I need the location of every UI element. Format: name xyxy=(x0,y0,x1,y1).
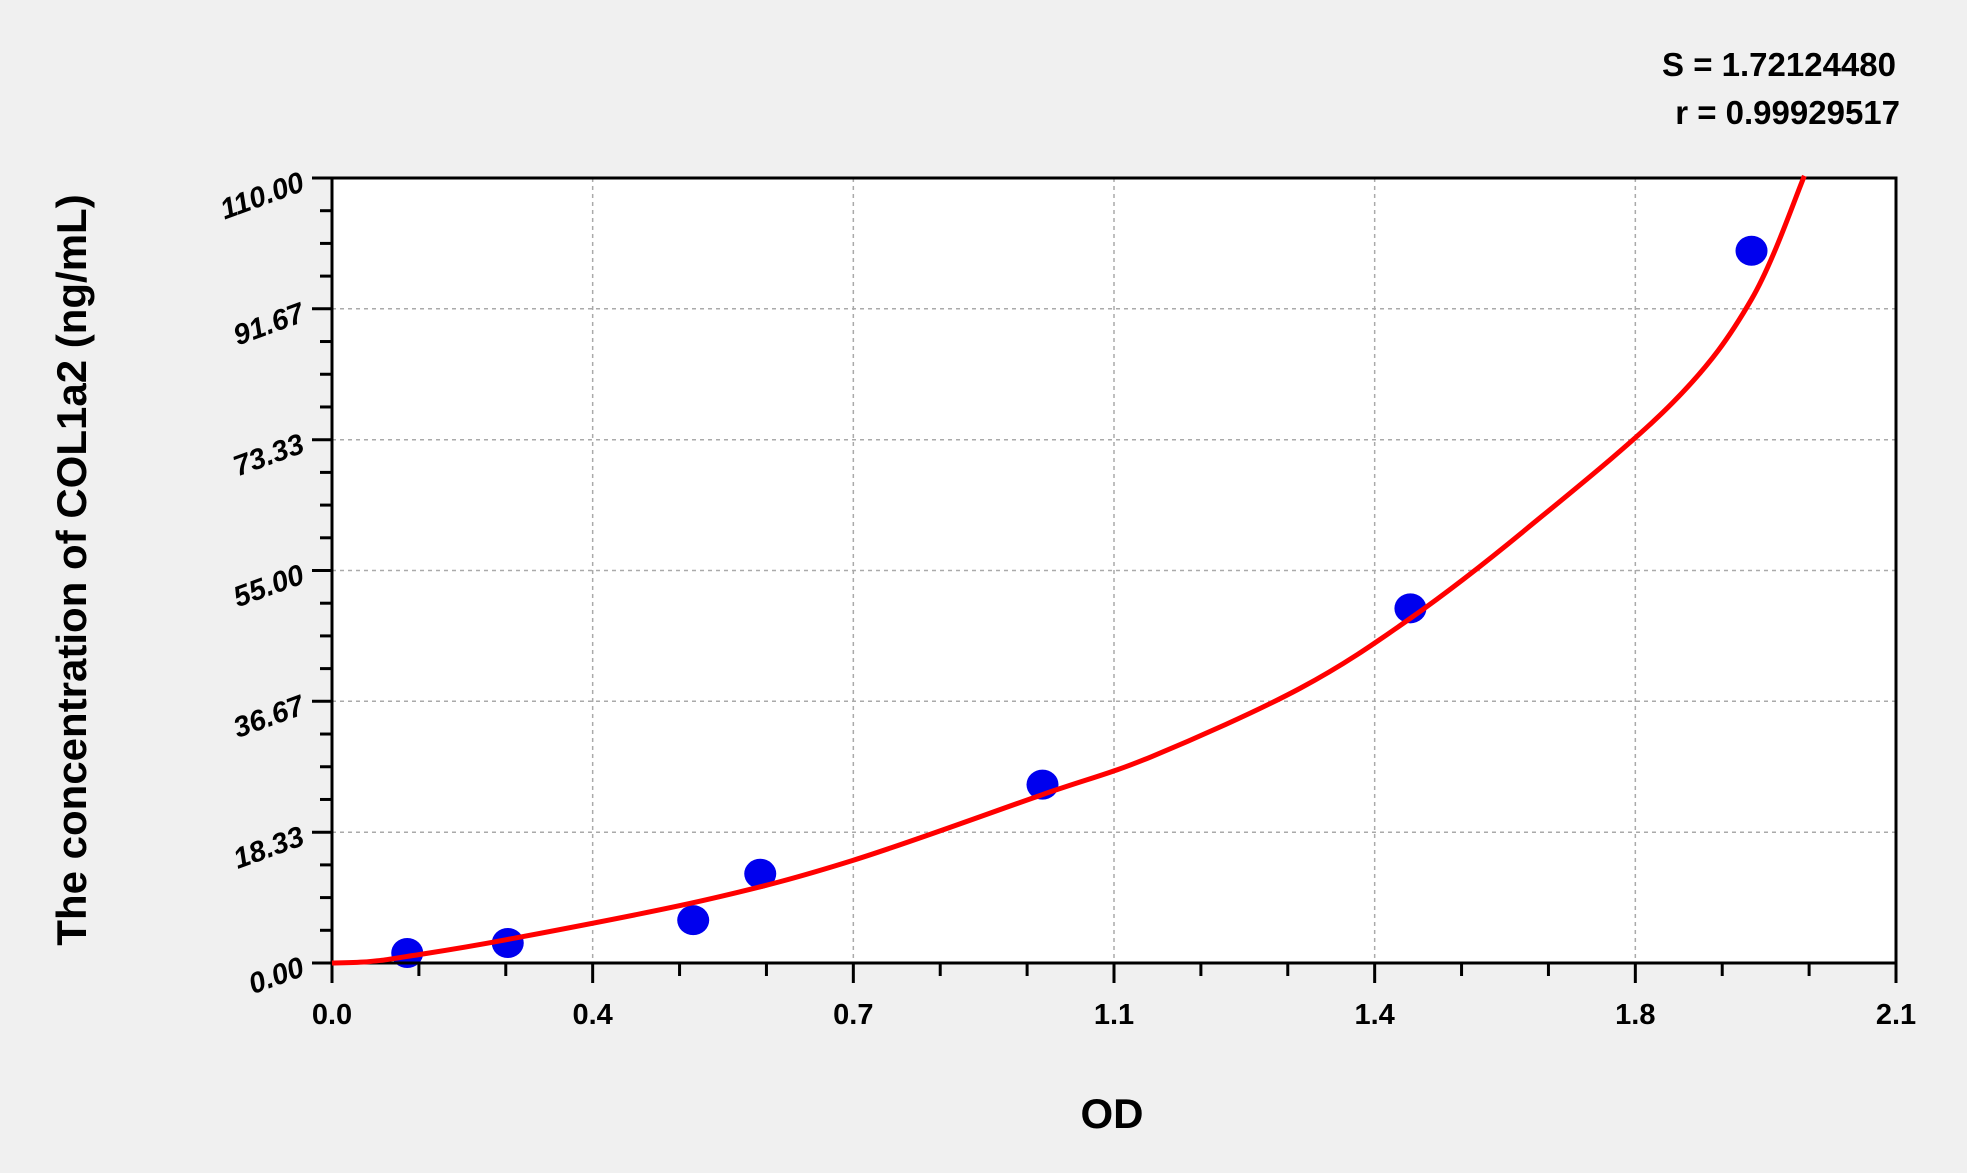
fit-curve xyxy=(331,174,1807,966)
data-points-layer xyxy=(391,235,1768,969)
stat-s: S = 1.72124480 xyxy=(1662,46,1896,83)
x-tick-label: 1.8 xyxy=(1615,999,1655,1031)
y-tick-label: 36.67 xyxy=(229,689,310,745)
y-tick-label: 0.00 xyxy=(244,952,308,1001)
fit-curve-layer xyxy=(331,174,1807,966)
x-axis-label: OD xyxy=(1081,1090,1144,1137)
stat-r: r = 0.99929517 xyxy=(1675,94,1900,131)
grid xyxy=(332,178,1896,963)
data-point xyxy=(744,858,777,889)
x-tick-label: 0.7 xyxy=(833,999,873,1031)
x-tick-label: 1.4 xyxy=(1355,999,1395,1031)
y-tick-label: 55.00 xyxy=(229,559,308,614)
x-tick-labels: 0.0 0.4 0.7 1.1 1.4 1.8 2.1 xyxy=(312,999,1916,1031)
x-tick-label: 0.4 xyxy=(573,999,613,1031)
y-tick-label: 110.00 xyxy=(216,167,308,227)
data-point xyxy=(391,938,424,969)
x-tick-label: 1.1 xyxy=(1094,999,1134,1031)
data-point xyxy=(677,905,710,936)
axis-ticks xyxy=(312,176,1898,983)
y-tick-labels: 0.00 18.33 36.67 55.00 73.33 91.67 110.00 xyxy=(216,167,310,1001)
y-tick-label: 73.33 xyxy=(229,428,308,483)
x-tick-label: 0.0 xyxy=(312,999,352,1031)
y-axis-label: The concentration of COL1a2 (ng/mL) xyxy=(48,194,95,945)
x-tick-label: 2.1 xyxy=(1876,999,1916,1031)
data-point xyxy=(1394,593,1427,624)
data-point xyxy=(1735,235,1768,266)
y-tick-label: 18.33 xyxy=(229,821,308,876)
y-tick-label: 91.67 xyxy=(229,297,310,353)
